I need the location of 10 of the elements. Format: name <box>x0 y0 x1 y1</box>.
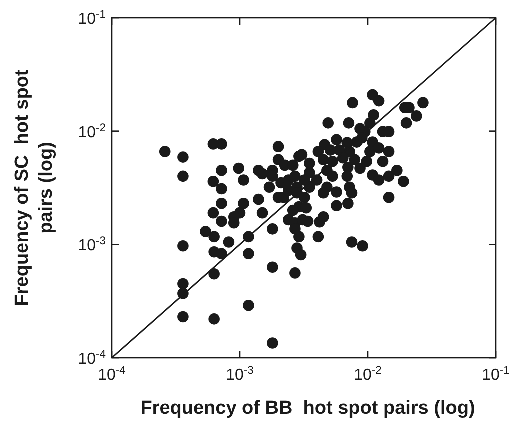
y-axis-title: Frequency of SC hot spot pairs (log) <box>12 69 57 306</box>
x-axis-title: Frequency of BB hot spot pairs (log) <box>140 398 476 419</box>
x-tick-label: 10$^{-2}$ <box>354 365 382 384</box>
y-tick-label: 10$^{-4}$ <box>78 349 106 368</box>
y-tick-label: 10$^{-2}$ <box>78 122 106 142</box>
y-tick-label: 10$^{-3}$ <box>78 236 106 255</box>
y-tick-label: 10$^{-1}$ <box>78 9 106 28</box>
x-tick-label: 10$^{-4}$ <box>98 365 126 384</box>
x-tick-label: 10$^{-3}$ <box>226 365 254 384</box>
x-tick-label: 10$^{-1}$ <box>482 365 510 384</box>
